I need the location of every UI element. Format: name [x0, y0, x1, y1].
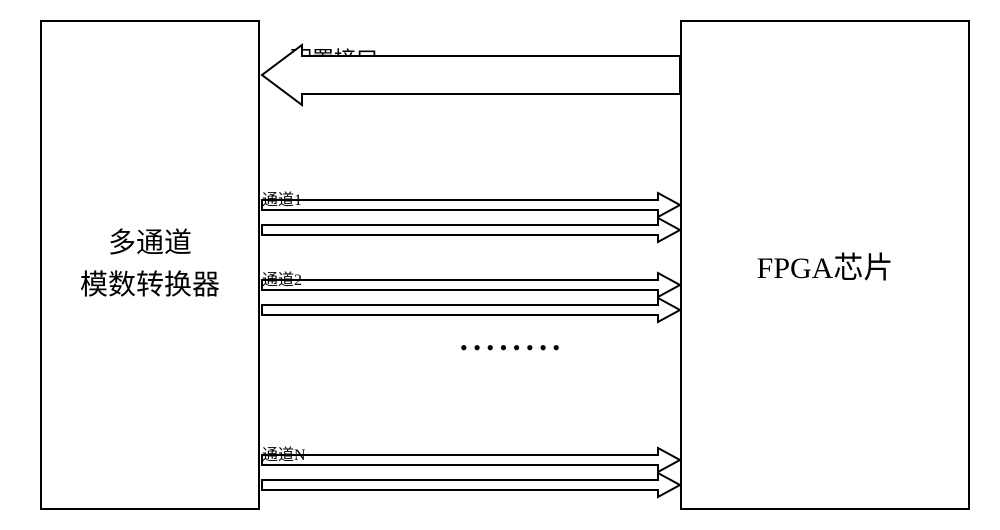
channel-label-n: 通道N — [262, 441, 306, 465]
channel-arrow-2-2 — [262, 298, 680, 322]
channel-arrow-1-1 — [262, 193, 680, 217]
channel-arrow-2-1 — [262, 273, 680, 297]
channel-label-2: 通道2 — [262, 266, 302, 290]
channel-arrow-3-1 — [262, 448, 680, 472]
channel-arrows — [0, 0, 1000, 530]
ellipsis-dots: • • • • • • • • — [460, 345, 560, 351]
channel-arrow-3-2 — [262, 473, 680, 497]
channel-label-1: 通道1 — [262, 186, 302, 210]
channel-arrow-1-2 — [262, 218, 680, 242]
